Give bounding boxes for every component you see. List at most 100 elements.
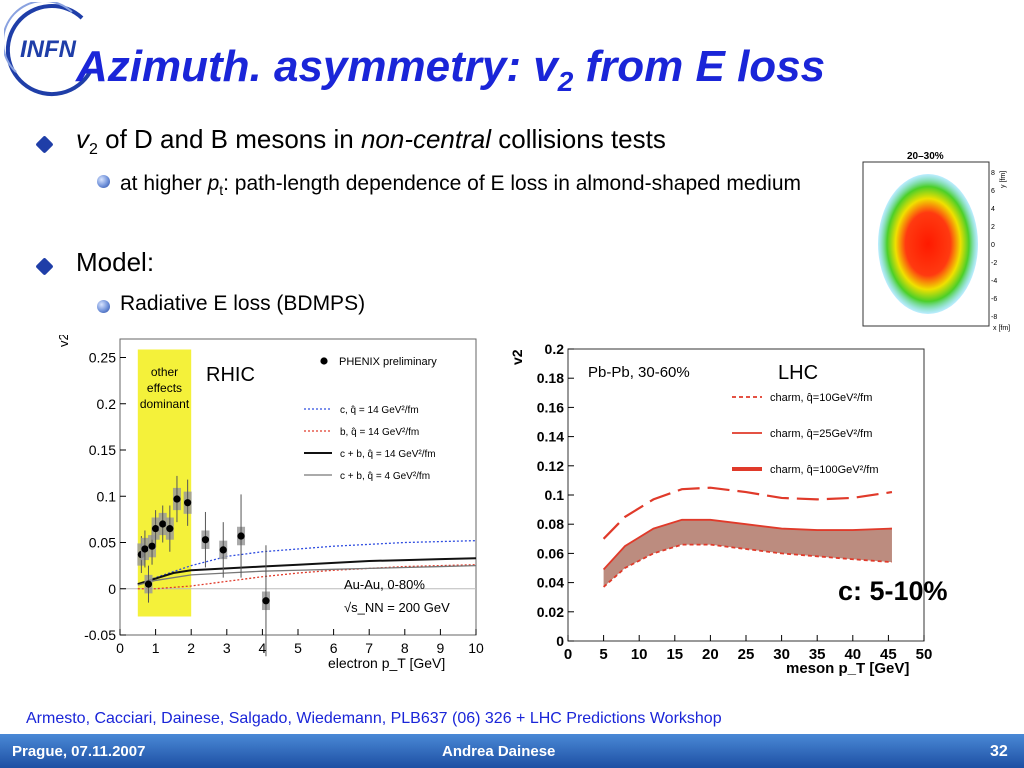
rhic-y-tick-label: 0.25 bbox=[89, 350, 116, 366]
lhc-x-tick-label: 30 bbox=[773, 646, 790, 663]
inset-tick-label: 4 bbox=[991, 206, 995, 213]
inset-tick-label: -8 bbox=[991, 314, 997, 321]
rhic-band-label: other bbox=[151, 365, 178, 379]
rhic-y-tick-label: 0.15 bbox=[89, 442, 116, 458]
rhic-x-tick-label: 4 bbox=[259, 640, 267, 656]
rhic-x-tick-label: 2 bbox=[187, 640, 195, 656]
bullet-2-text: Model: bbox=[76, 247, 155, 277]
rhic-data-point bbox=[159, 520, 167, 528]
lhc-subtitle: Pb-Pb, 30-60% bbox=[588, 364, 690, 381]
rhic-band-label: effects bbox=[147, 381, 182, 395]
title-subscript: 2 bbox=[557, 65, 574, 97]
lhc-legend-label: charm, q̂=25GeV²/fm bbox=[770, 428, 872, 440]
rhic-x-tick-label: 3 bbox=[223, 640, 231, 656]
inset-xlabel: x [fm] bbox=[993, 325, 1010, 332]
lhc-legend-label: charm, q̂=10GeV²/fm bbox=[770, 392, 872, 404]
rhic-chart: other effects dominant 0 1 2 3 4 5 6 7 8 9 10 -0.05 0 0… bbox=[52, 333, 502, 677]
lhc-x-tick-label: 15 bbox=[666, 646, 683, 663]
rhic-data-point bbox=[144, 580, 153, 588]
rhic-data-point bbox=[152, 525, 160, 533]
lhc-series-line bbox=[603, 543, 893, 588]
sub-bullet-1-post: : path-length dependence of E loss in al… bbox=[223, 172, 802, 195]
rhic-legend-label: c + b, q̂ = 14 GeV²/fm bbox=[340, 448, 436, 460]
rhic-data-point bbox=[166, 525, 174, 533]
rhic-legend-label: c, q̂ = 14 GeV²/fm bbox=[340, 404, 419, 416]
rhic-x-tick-label: 0 bbox=[116, 640, 124, 656]
rhic-system-label: Au-Au, 0-80% bbox=[344, 577, 425, 592]
lhc-band-fill bbox=[603, 519, 892, 587]
charm-v2-note: c: 5-10% bbox=[838, 576, 948, 606]
pt-symbol: p bbox=[207, 172, 220, 195]
rhic-y-tick-label: 0.2 bbox=[97, 396, 117, 412]
lhc-y-tick-label: 0.06 bbox=[537, 545, 564, 561]
footer-bar bbox=[0, 734, 1024, 768]
lhc-y-tick-label: 0.1 bbox=[545, 487, 565, 503]
rhic-y-tick-label: 0.05 bbox=[89, 535, 116, 551]
inset-tick-label: -6 bbox=[991, 296, 997, 303]
lhc-x-tick-label: 25 bbox=[738, 646, 755, 663]
lhc-y-tick-label: 0.12 bbox=[537, 458, 564, 474]
lhc-ylabel: v2 bbox=[509, 349, 525, 365]
lhc-x-tick-label: 10 bbox=[631, 646, 648, 663]
pt-subscript: t bbox=[219, 182, 224, 199]
footer-location-date: Prague, 07.11.2007 bbox=[12, 743, 146, 760]
lhc-x-tick-label: 45 bbox=[880, 646, 897, 663]
rhic-x-tick-label: 6 bbox=[330, 640, 338, 656]
lhc-x-tick-label: 40 bbox=[844, 646, 861, 663]
lhc-series-line bbox=[602, 486, 893, 540]
lhc-title: LHC bbox=[778, 362, 818, 384]
inset-tick-label: 2 bbox=[991, 224, 995, 231]
rhic-x-tick-label: 7 bbox=[365, 640, 373, 656]
logo-text: INFN bbox=[20, 36, 76, 63]
rhic-legend-label: c + b, q̂ = 4 GeV²/fm bbox=[340, 470, 430, 482]
rhic-energy-label: √s_NN = 200 GeV bbox=[344, 600, 450, 615]
rhic-ylabel: v2 bbox=[56, 335, 71, 347]
lhc-x-tick-label: 20 bbox=[702, 646, 719, 663]
inset-label: 20–30% bbox=[907, 151, 944, 162]
page-number: 32 bbox=[990, 743, 1008, 760]
inset-tick-label: 6 bbox=[991, 188, 995, 195]
lhc-chart: 0 5 10 15 20 25 30 35 40 45 50 0 0.02 0.04 0.06 0.08 0.1… bbox=[504, 335, 954, 685]
rhic-legend-points-label: PHENIX preliminary bbox=[339, 356, 437, 368]
rhic-y-tick-label: 0 bbox=[108, 581, 116, 597]
rhic-x-tick-label: 9 bbox=[437, 640, 445, 656]
rhic-legend-marker bbox=[320, 357, 328, 365]
rhic-curve bbox=[137, 564, 477, 586]
rhic-y-tick-label: 0.1 bbox=[97, 488, 117, 504]
lhc-y-tick-label: 0.14 bbox=[537, 429, 564, 445]
rhic-data-point bbox=[173, 495, 181, 503]
inset-ylabel: y [fm] bbox=[1000, 171, 1007, 188]
rhic-curve bbox=[137, 540, 477, 585]
bullet-1-post: collisions tests bbox=[491, 124, 666, 154]
lhc-x-tick-label: 5 bbox=[599, 646, 607, 663]
inset-tick-label: -4 bbox=[991, 278, 997, 285]
sub-bullet-icon bbox=[97, 300, 110, 313]
lhc-y-tick-label: 0.18 bbox=[537, 370, 564, 386]
almond-density-inset: 20–30% y [fm] x [fm] 8 6 4 2 0 -2 -4 -6 -8 bbox=[855, 148, 1017, 332]
inset-tick-label: 0 bbox=[991, 242, 995, 249]
rhic-data-point bbox=[219, 546, 227, 554]
rhic-x-tick-label: 1 bbox=[152, 640, 160, 656]
sub-bullet-icon bbox=[97, 175, 110, 188]
rhic-y-tick-label: -0.05 bbox=[84, 627, 116, 643]
lhc-series-line bbox=[602, 518, 892, 571]
slide-title: Azimuth. asymmetry: v2 from E loss bbox=[76, 42, 825, 98]
lhc-x-tick-label: 0 bbox=[564, 646, 572, 663]
sub-bullet-2-text: Radiative E loss (BDMPS) bbox=[120, 292, 366, 315]
reference-link[interactable]: Armesto, Cacciari, Dainese, Salgado, Wie… bbox=[26, 710, 722, 727]
lhc-legend-label: charm, q̂=100GeV²/fm bbox=[770, 464, 879, 476]
rhic-data-point bbox=[237, 532, 245, 540]
v-subscript: 2 bbox=[89, 141, 98, 159]
rhic-data-point bbox=[201, 536, 210, 544]
rhic-band-label: dominant bbox=[140, 397, 190, 411]
infn-logo: INFN bbox=[2, 0, 104, 98]
rhic-x-tick-label: 8 bbox=[401, 640, 409, 656]
lhc-y-tick-label: 0.04 bbox=[537, 575, 564, 591]
bullet-1-italic: non-central bbox=[360, 124, 492, 154]
bullet-1-text: v2 of D and B mesons in non-central coll… bbox=[76, 124, 666, 159]
lhc-y-tick-label: 0.2 bbox=[545, 341, 565, 357]
sub-bullet-1-pre: at higher bbox=[120, 172, 208, 195]
title-main: Azimuth. asymmetry: v bbox=[76, 42, 558, 91]
lhc-x-tick-label: 50 bbox=[916, 646, 933, 663]
rhic-curve bbox=[137, 557, 477, 586]
